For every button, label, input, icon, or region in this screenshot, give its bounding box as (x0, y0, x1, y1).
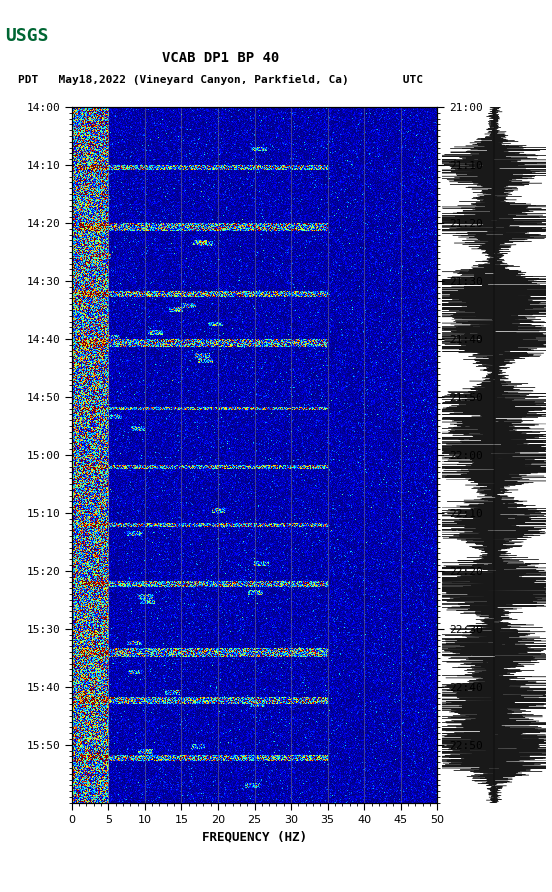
Text: VCAB DP1 BP 40: VCAB DP1 BP 40 (162, 51, 279, 65)
X-axis label: FREQUENCY (HZ): FREQUENCY (HZ) (202, 830, 307, 843)
Text: USGS: USGS (6, 27, 49, 45)
Text: PDT   May18,2022 (Vineyard Canyon, Parkfield, Ca)        UTC: PDT May18,2022 (Vineyard Canyon, Parkfie… (18, 75, 423, 86)
